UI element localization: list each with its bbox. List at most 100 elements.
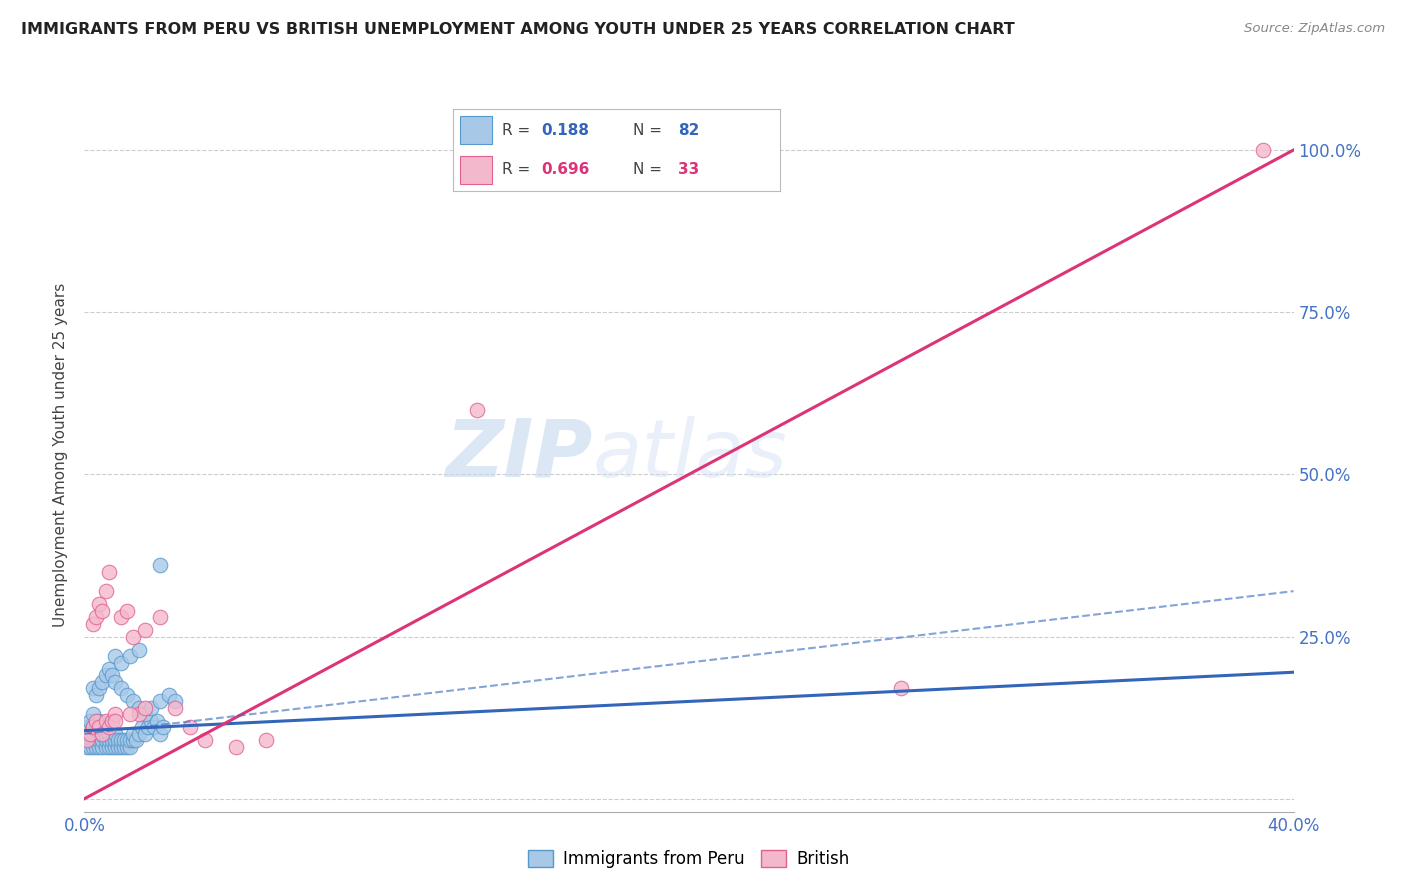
Point [121, 630, 143, 644]
Point [89, 739, 111, 754]
Point [125, 733, 148, 747]
Point [128, 727, 150, 741]
Point [91, 604, 114, 618]
Point [115, 688, 138, 702]
Point [79, 727, 101, 741]
Point [89, 597, 111, 611]
Point [107, 733, 129, 747]
Point [97, 662, 120, 676]
Point [128, 707, 150, 722]
Point [91, 720, 114, 734]
Y-axis label: Unemployment Among Youth under 25 years: Unemployment Among Youth under 25 years [53, 283, 69, 627]
Point [139, 714, 162, 728]
Point [86, 714, 108, 728]
Point [134, 707, 156, 722]
Point [79, 714, 101, 728]
Point [104, 739, 127, 754]
Point [86, 739, 108, 754]
Point [110, 610, 132, 624]
Point [86, 727, 108, 741]
Point [104, 714, 127, 728]
Point [112, 733, 135, 747]
Point [79, 739, 101, 754]
Point [91, 675, 114, 690]
Point [131, 720, 153, 734]
Point [76, 739, 98, 754]
Point [179, 720, 201, 734]
Point [134, 727, 156, 741]
Point [97, 720, 120, 734]
Point [82, 720, 104, 734]
Point [110, 681, 132, 696]
Point [82, 720, 104, 734]
Point [104, 675, 127, 690]
Point [104, 727, 127, 741]
Point [86, 733, 108, 747]
Point [149, 727, 172, 741]
Point [79, 727, 101, 741]
Point [118, 707, 141, 722]
Point [118, 733, 141, 747]
Point [82, 681, 104, 696]
Point [76, 733, 98, 747]
Point [110, 733, 132, 747]
Point [118, 648, 141, 663]
Point [97, 727, 120, 741]
Point [139, 701, 162, 715]
Point [91, 739, 114, 754]
Text: atlas: atlas [592, 416, 787, 494]
Point [76, 727, 98, 741]
Point [100, 733, 122, 747]
Point [94, 733, 117, 747]
Point [115, 739, 138, 754]
Point [97, 733, 120, 747]
Point [94, 727, 117, 741]
Point [467, 402, 489, 417]
Point [134, 701, 156, 715]
Legend: Immigrants from Peru, British: Immigrants from Peru, British [522, 843, 856, 875]
Point [94, 739, 117, 754]
Point [89, 727, 111, 741]
Point [86, 688, 108, 702]
Point [136, 720, 159, 734]
Point [121, 694, 143, 708]
Point [91, 727, 114, 741]
Point [76, 720, 98, 734]
Point [1253, 143, 1275, 157]
Point [100, 668, 122, 682]
Text: ZIP: ZIP [444, 416, 592, 494]
Point [94, 714, 117, 728]
Point [890, 681, 912, 696]
Point [134, 623, 156, 637]
Point [104, 707, 127, 722]
Point [225, 739, 247, 754]
Point [82, 616, 104, 631]
Point [107, 739, 129, 754]
Point [121, 727, 143, 741]
Point [104, 648, 127, 663]
Point [94, 584, 117, 599]
Point [165, 701, 187, 715]
Point [86, 610, 108, 624]
Point [149, 694, 172, 708]
Point [100, 714, 122, 728]
Point [79, 733, 101, 747]
Point [152, 720, 174, 734]
Point [121, 733, 143, 747]
Point [76, 733, 98, 747]
Point [82, 707, 104, 722]
Point [89, 720, 111, 734]
Point [94, 668, 117, 682]
Point [89, 681, 111, 696]
Point [89, 714, 111, 728]
Point [110, 656, 132, 670]
Point [128, 701, 150, 715]
Point [254, 733, 277, 747]
Point [142, 720, 165, 734]
Point [149, 610, 172, 624]
Text: Source: ZipAtlas.com: Source: ZipAtlas.com [1244, 22, 1385, 36]
Point [82, 739, 104, 754]
Point [89, 733, 111, 747]
Point [115, 604, 138, 618]
Point [82, 733, 104, 747]
